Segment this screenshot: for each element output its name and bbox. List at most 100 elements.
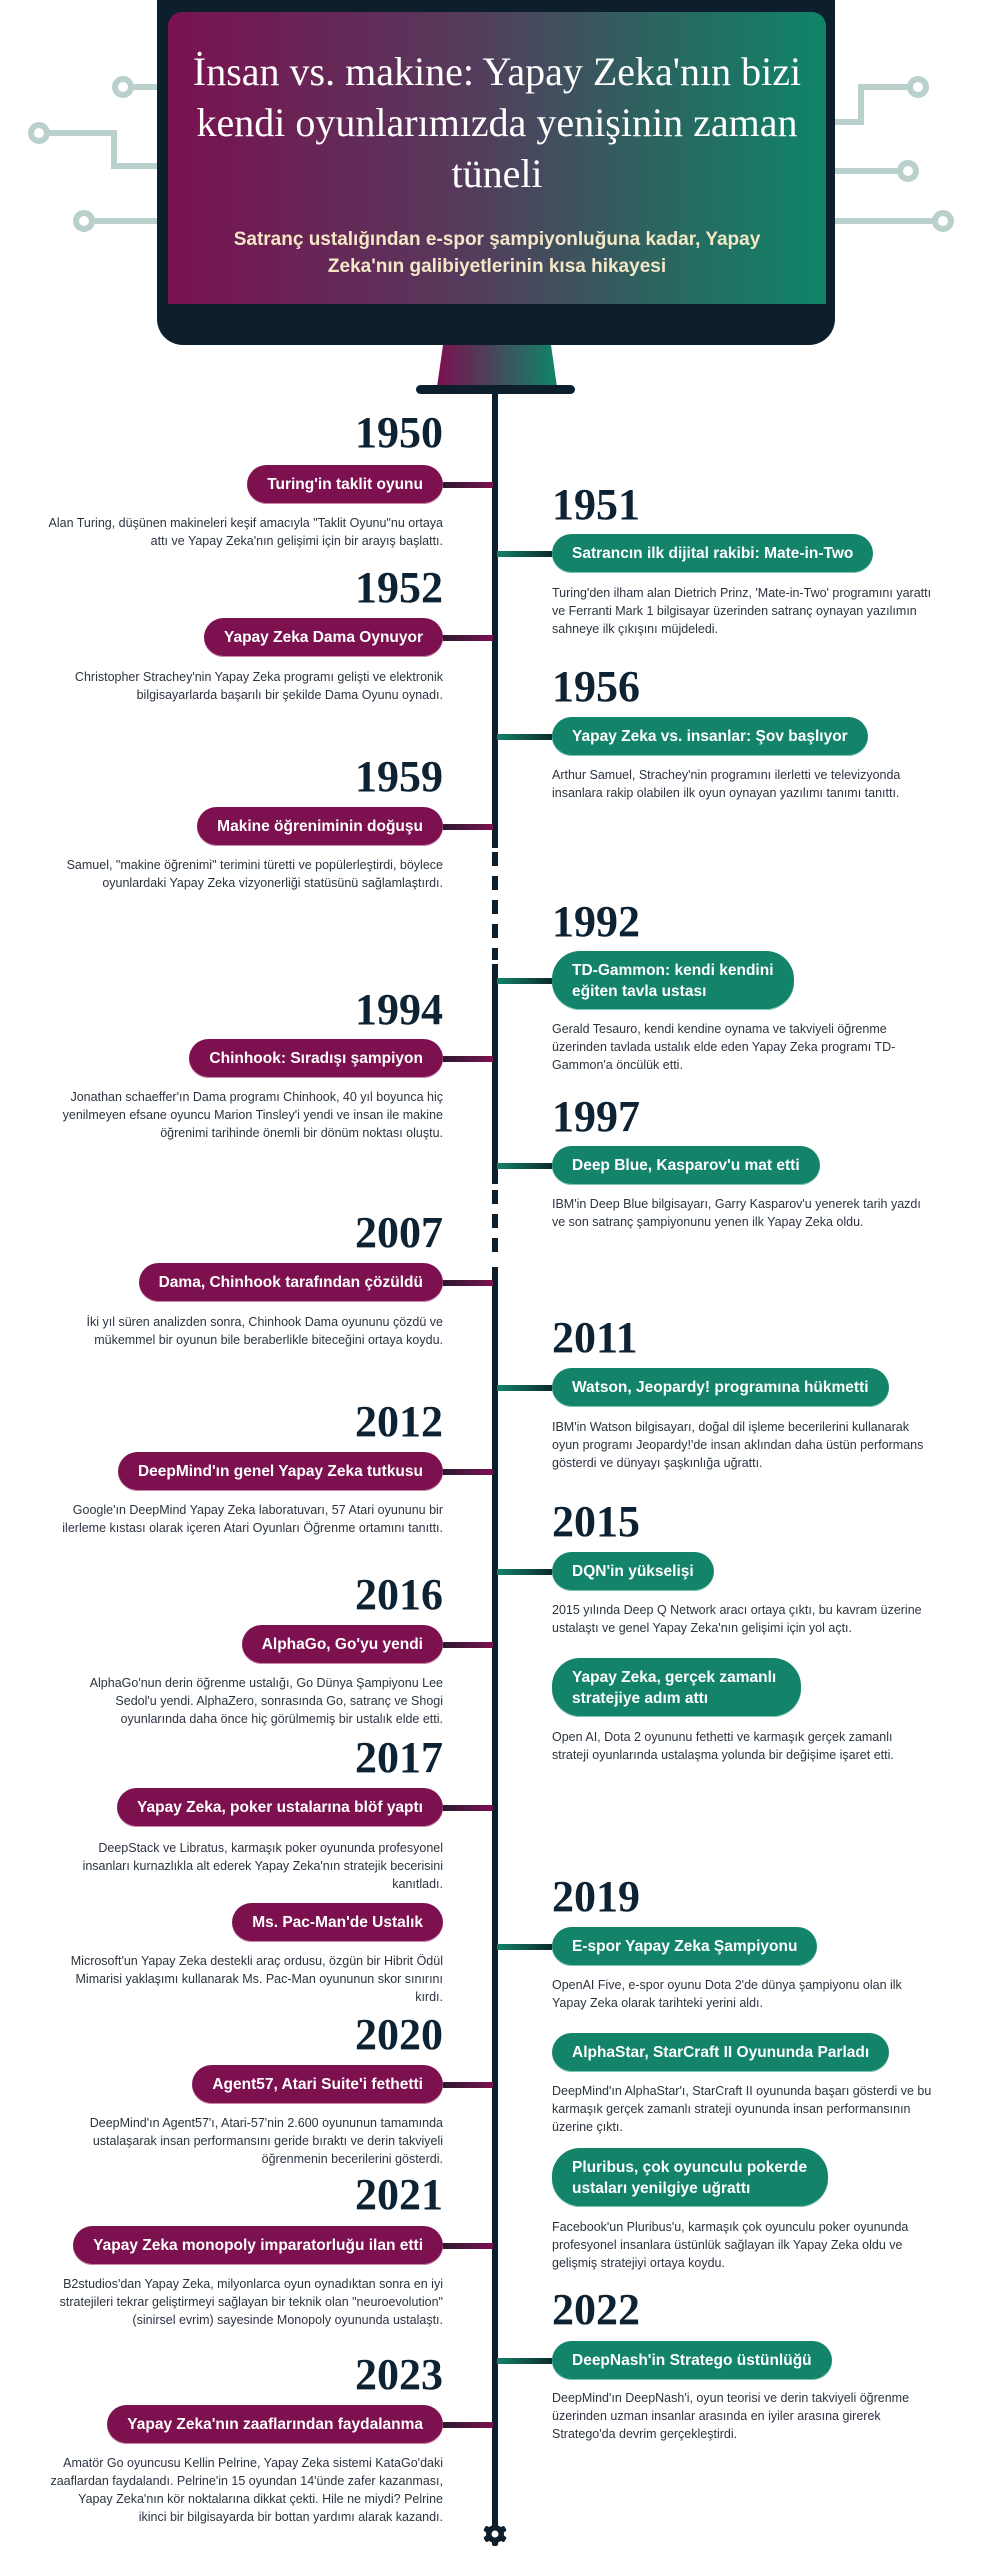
timeline-line — [492, 1267, 498, 2525]
circuit-node — [932, 210, 954, 232]
event-connector — [443, 1804, 493, 1811]
event-title-pill: Yapay Zeka, poker ustalarına blöf yaptı — [117, 1788, 443, 1827]
circuit-node — [907, 76, 929, 98]
event-title-pill: Deep Blue, Kasparov'u mat etti — [552, 1146, 820, 1185]
event-description: AlphaGo'nun derin öğrenme ustalığı, Go D… — [89, 1676, 443, 1726]
event-description: DeepStack ve Libratus, karmaşık poker oy… — [82, 1841, 443, 1891]
event-year: 1950 — [355, 408, 443, 457]
event-year: 2023 — [355, 2350, 443, 2399]
event-title-pill: Satrancın ilk dijital rakibi: Mate-in-Tw… — [552, 534, 874, 573]
circuit-node — [73, 210, 95, 232]
event-description: 2015 yılında Deep Q Network aracı ortaya… — [552, 1603, 922, 1635]
timeline-line — [492, 393, 498, 848]
event-year: 2016 — [355, 1570, 443, 1619]
event-connector — [497, 1162, 552, 1169]
event-year: 2022 — [552, 2285, 640, 2334]
event-year: 1994 — [355, 985, 443, 1034]
event-title-pill: DQN'in yükselişi — [552, 1552, 714, 1591]
event-title-pill: Dama, Chinhook tarafından çözüldü — [138, 1263, 443, 1302]
event-title-pill: Agent57, Atari Suite'i fethetti — [192, 2065, 443, 2104]
event-description: B2studios'dan Yapay Zeka, milyonlarca oy… — [59, 2277, 443, 2327]
event-title-pill: Pluribus, çok oyunculu pokerde ustaları … — [552, 2148, 828, 2207]
event-connector — [443, 2242, 493, 2249]
event-connector — [497, 1384, 552, 1391]
event-title-pill: AlphaGo, Go'yu yendi — [241, 1625, 443, 1664]
event-description: OpenAI Five, e-spor oyunu Dota 2'de düny… — [552, 1978, 902, 2010]
event-title-pill: Chinhook: Sıradışı şampiyon — [189, 1039, 443, 1078]
timeline-dashed-gap — [492, 1190, 498, 1262]
event-description: Gerald Tesauro, kendi kendine oynama ve … — [552, 1022, 896, 1072]
monitor-stand — [437, 345, 557, 387]
event-title-pill: E-spor Yapay Zeka Şampiyonu — [552, 1927, 818, 1966]
event-title-pill: Yapay Zeka monopoly imparatorluğu ilan e… — [73, 2226, 443, 2265]
event-connector — [497, 977, 552, 984]
monitor-base — [416, 385, 575, 394]
event-description: Open AI, Dota 2 oyununu fethetti ve karm… — [552, 1730, 894, 1762]
event-description: Google'ın DeepMind Yapay Zeka laboratuva… — [62, 1503, 443, 1535]
event-description: Arthur Samuel, Strachey'nin programını i… — [552, 768, 901, 800]
event-connector — [443, 2421, 493, 2428]
circuit-line — [47, 130, 160, 169]
event-title-pill: Watson, Jeopardy! programına hükmetti — [552, 1368, 889, 1407]
event-connector — [497, 1568, 552, 1575]
event-title-pill: Yapay Zeka Dama Oynuyor — [203, 618, 443, 657]
circuit-decoration — [28, 76, 954, 232]
event-connector — [443, 1468, 493, 1475]
circuit-node — [897, 160, 919, 182]
event-title-pill: DeepMind'ın genel Yapay Zeka tutkusu — [117, 1452, 443, 1491]
event-description: Samuel, "makine öğrenimi" terimini türet… — [66, 858, 443, 890]
page-subtitle: Satranç ustalığından e-spor şampiyonluğu… — [233, 229, 761, 277]
circuit-node — [28, 122, 50, 144]
event-year: 1997 — [552, 1092, 640, 1141]
event-title-pill: Yapay Zeka, gerçek zamanlı stratejiye ad… — [552, 1658, 801, 1717]
event-title-pill: DeepNash'in Stratego üstünlüğü — [552, 2341, 832, 2380]
event-connector — [443, 2081, 493, 2088]
event-title-pill: AlphaStar, StarCraft II Oyununda Parladı — [552, 2033, 890, 2072]
event-title-pill: Turing'in taklit oyunu — [247, 465, 443, 504]
page-title: İnsan vs. makine: Yapay Zeka'nın bizi ke… — [192, 49, 802, 196]
event-connector — [443, 1641, 493, 1648]
event-year: 2015 — [552, 1497, 640, 1546]
event-year: 1959 — [355, 752, 443, 801]
event-description: DeepMind'ın DeepNash'i, oyun teorisi ve … — [552, 2391, 910, 2441]
event-connector — [497, 733, 552, 740]
event-title-pill: Makine öğreniminin doğuşu — [197, 807, 443, 846]
event-description: İki yıl süren analizden sonra, Chinhook … — [86, 1315, 443, 1347]
gear-icon — [483, 2522, 507, 2546]
event-title-pill: TD-Gammon: kendi kendini eğiten tavla us… — [552, 951, 794, 1010]
event-description: Jonathan schaeffer'ın Dama programı Chin… — [62, 1090, 443, 1140]
event-description: Amatör Go oyuncusu Kellin Pelrine, Yapay… — [50, 2456, 443, 2524]
event-title-pill: Yapay Zeka'nın zaaflarından faydalanma — [107, 2405, 443, 2444]
event-description: DeepMind'ın Agent57'ı, Atari-57'nin 2.60… — [89, 2116, 443, 2166]
event-description: Alan Turing, düşünen makineleri keşif am… — [48, 516, 444, 548]
event-connector — [497, 2357, 552, 2364]
event-year: 1952 — [355, 563, 443, 612]
event-year: 1951 — [552, 480, 640, 529]
event-title-pill: Ms. Pac-Man'de Ustalık — [232, 1903, 443, 1942]
event-year: 2020 — [355, 2010, 443, 2059]
event-connector — [443, 481, 493, 488]
event-description: Microsoft'un Yapay Zeka destekli araç or… — [70, 1954, 443, 2004]
event-year: 1956 — [552, 662, 640, 711]
monitor-header: İnsan vs. makine: Yapay Zeka'nın bizi ke… — [157, 0, 835, 345]
event-year: 2017 — [355, 1733, 443, 1782]
event-year: 2019 — [552, 1872, 640, 1921]
timeline-line — [492, 964, 498, 1184]
event-description: Facebook'un Pluribus'u, karmaşık çok oyu… — [552, 2220, 909, 2270]
monitor-screen: İnsan vs. makine: Yapay Zeka'nın bizi ke… — [168, 12, 826, 304]
event-connector — [443, 823, 493, 830]
event-connector — [443, 1279, 493, 1286]
event-description: IBM'in Watson bilgisayarı, doğal dil işl… — [552, 1420, 924, 1470]
event-description: DeepMind'ın AlphaStar'ı, StarCraft II oy… — [552, 2084, 932, 2134]
event-year: 1992 — [552, 897, 640, 946]
event-year: 2021 — [355, 2170, 443, 2219]
event-year: 2007 — [355, 1208, 443, 1257]
event-year: 2012 — [355, 1397, 443, 1446]
circuit-node — [112, 76, 134, 98]
timeline-dashed-gap — [492, 852, 498, 960]
event-connector — [443, 1055, 493, 1062]
event-year: 2011 — [552, 1313, 638, 1362]
event-description: Turing'den ilham alan Dietrich Prinz, 'M… — [552, 586, 932, 636]
event-connector — [497, 550, 552, 557]
event-description: IBM'in Deep Blue bilgisayarı, Garry Kasp… — [552, 1197, 921, 1229]
